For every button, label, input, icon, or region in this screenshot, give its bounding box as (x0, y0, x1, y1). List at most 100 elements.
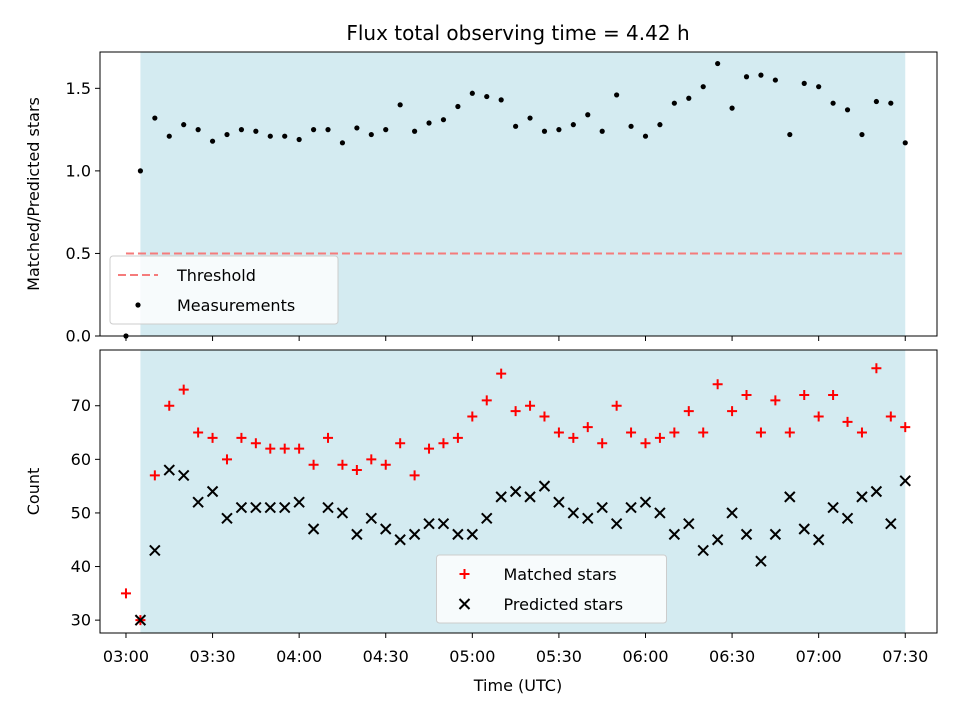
measurement-point (642, 133, 649, 139)
measurement-point (181, 122, 187, 128)
predicted-star-point (639, 496, 652, 508)
matched-star-point (712, 379, 723, 390)
matched-star-point (308, 459, 319, 470)
measurement-point (368, 131, 374, 138)
matched-star-point (698, 427, 709, 438)
legend-predicted-swatch (458, 598, 471, 610)
predicted-star-point (711, 534, 724, 546)
predicted-star-point (610, 517, 623, 530)
x-axis-label: Time (UTC) (473, 676, 562, 695)
measurement-point (383, 127, 389, 133)
matched-star-point (395, 438, 406, 449)
predicted-star-point (683, 517, 695, 530)
predicted-star-point (394, 534, 406, 546)
matched-star-point (669, 427, 680, 438)
predicted-star-point (755, 555, 767, 567)
measurement-point (844, 107, 851, 113)
measurement-point (743, 74, 750, 80)
matched-star-point (221, 454, 232, 465)
predicted-star-point (740, 528, 753, 541)
predicted-star-point (870, 485, 883, 498)
x-tick-label: 03:30 (190, 647, 236, 666)
measurement-point (411, 128, 418, 134)
measurement-point (238, 127, 245, 133)
matched-star-point (856, 427, 867, 438)
measurement-point (166, 133, 172, 139)
measurement-point (556, 127, 562, 133)
measurement-point (513, 123, 519, 129)
matched-star-point (193, 427, 204, 438)
legend-box (436, 554, 667, 624)
predicted-star-point (134, 614, 147, 626)
predicted-star-point (625, 501, 637, 514)
measurement-point (671, 100, 677, 106)
measurement-point (758, 72, 764, 78)
matched-star-point (871, 363, 882, 374)
predicted-star-point (408, 528, 421, 541)
predicted-star-point (495, 491, 507, 503)
matched-star-point (250, 438, 261, 449)
measurement-point (296, 136, 302, 143)
x-tick-label: 07:30 (882, 647, 928, 666)
measurement-point (873, 98, 879, 105)
measurement-point (657, 122, 663, 128)
x-tick-label: 05:30 (536, 647, 582, 666)
measurement-point (253, 128, 259, 134)
measurement-point (152, 115, 158, 121)
y-tick-label: 60 (71, 450, 91, 469)
predicted-star-point (538, 480, 551, 492)
predicted-star-point (149, 544, 161, 557)
measurement-point (570, 122, 576, 128)
matched-star-point (525, 400, 536, 411)
matched-star-point (813, 411, 824, 422)
predicted-star-point (163, 464, 175, 476)
measurement-point (859, 131, 865, 138)
predicted-star-point (596, 501, 608, 514)
predicted-star-point (336, 507, 349, 519)
axes-frame (99, 51, 938, 337)
matched-star-point (683, 406, 694, 417)
matched-star-point (120, 588, 131, 599)
predicted-star-point (481, 512, 493, 525)
predicted-star-point (798, 523, 810, 535)
x-tick-label: 06:30 (709, 647, 755, 666)
measurement-point (729, 105, 735, 111)
matched-star-point (467, 411, 478, 422)
predicted-star-point (250, 501, 262, 514)
measurement-point (397, 102, 403, 108)
measurement-point (339, 140, 346, 146)
x-tick-label: 05:00 (449, 647, 495, 666)
matched-star-point (236, 432, 247, 443)
y-tick-label: 1.5 (66, 79, 91, 98)
matched-star-point (799, 390, 810, 401)
measurement-point (816, 84, 822, 90)
y-tick-label: 30 (71, 611, 91, 630)
predicted-star-point (524, 491, 536, 503)
legend-label: Predicted stars (504, 595, 624, 614)
legend-matched-swatch (459, 569, 470, 579)
predicted-star-point (466, 528, 479, 541)
predicted-star-point (423, 517, 435, 530)
measurement-point (715, 60, 721, 67)
predicted-star-point (380, 523, 392, 535)
measurement-point (599, 128, 605, 134)
predicted-star-point (293, 496, 305, 508)
measurement-point (801, 80, 807, 86)
predicted-star-point (221, 512, 233, 525)
y-tick-label: 40 (71, 557, 91, 576)
predicted-star-point (899, 475, 911, 487)
matched-star-point (149, 470, 160, 481)
y-tick-label: 70 (71, 396, 91, 415)
matched-star-point (770, 395, 781, 406)
predicted-star-point (437, 517, 450, 530)
predicted-star-point (668, 528, 681, 541)
matched-star-point (755, 427, 766, 438)
measurement-point (787, 131, 793, 138)
x-tick-label: 04:00 (276, 647, 322, 666)
measurement-point (469, 90, 475, 96)
measurement-point (440, 117, 447, 123)
predicted-star-point (365, 512, 378, 525)
matched-star-point (654, 432, 665, 443)
predicted-star-point (235, 501, 248, 514)
